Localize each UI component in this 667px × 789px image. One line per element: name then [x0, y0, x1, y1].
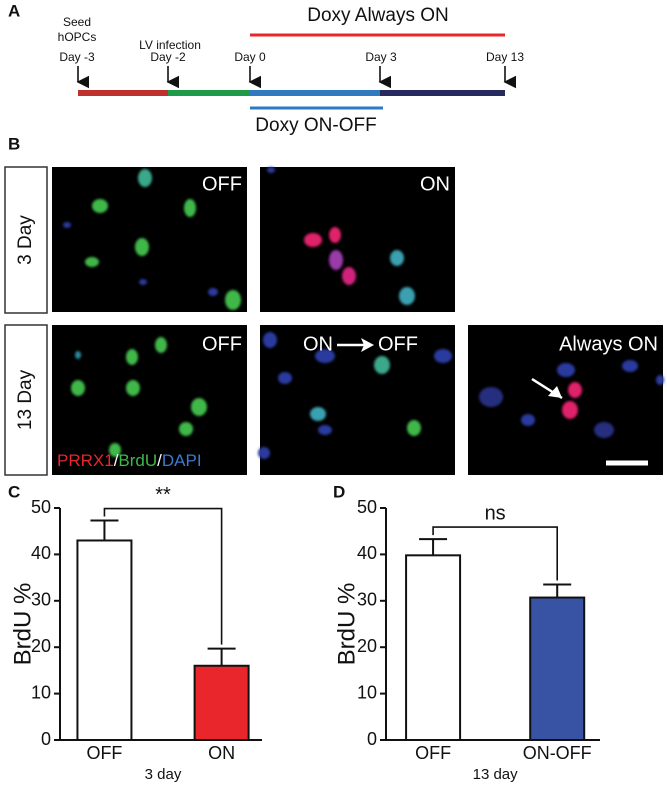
panel-label: B — [8, 134, 20, 153]
row-box — [4, 166, 48, 314]
stain-legend: PRRX1/BrdU/DAPI — [57, 451, 202, 470]
timepoint-arrows — [76, 66, 517, 89]
panel-label: D — [333, 482, 345, 501]
timepoint-label: LV infection — [139, 38, 201, 52]
x-tick-label: ON-OFF — [523, 743, 592, 763]
on-off-label: Doxy ON-OFF — [255, 115, 376, 136]
stain: BrdU — [118, 451, 157, 470]
x-tick-label: OFF — [86, 743, 122, 763]
timepoint-label: Day 13 — [486, 50, 524, 64]
significance: ns — [485, 502, 506, 524]
significance-bracket — [432, 526, 558, 581]
y-tick-label: 0 — [367, 729, 377, 749]
x-axis-label: 3 day — [145, 766, 182, 783]
panel-caption: OFF — [202, 333, 242, 355]
stain-sep: / — [157, 451, 162, 470]
y-tick-label: 50 — [31, 497, 51, 517]
x-axis-label: 13 day — [473, 766, 519, 783]
y-tick-label: 30 — [31, 590, 51, 610]
timepoint-label: Day -2 — [150, 50, 186, 64]
timepoint-label: Seed — [63, 15, 91, 29]
y-tick-label: 20 — [357, 636, 377, 656]
bar — [529, 596, 586, 741]
panel-label: C — [8, 482, 20, 501]
panel-caption: OFF — [378, 333, 418, 355]
y-axis-label: BrdU % — [9, 583, 36, 666]
panel-caption: ON — [420, 173, 450, 195]
y-tick-label: 50 — [357, 497, 377, 517]
y-tick-label: 10 — [357, 682, 377, 702]
x-tick-label: OFF — [415, 743, 451, 763]
y-tick-label: 0 — [41, 729, 51, 749]
y-tick-label: 40 — [31, 543, 51, 563]
panel-caption: ON — [303, 333, 333, 355]
micrographs — [52, 167, 664, 475]
timepoint-label: Day 3 — [365, 50, 397, 64]
y-tick-label: 40 — [357, 543, 377, 563]
row-box — [4, 324, 48, 476]
x-tick-label: ON — [208, 743, 235, 763]
y-tick-label: 20 — [31, 636, 51, 656]
row-label: 3 Day — [15, 215, 36, 265]
significance-bracket — [103, 507, 223, 645]
y-tick-label: 10 — [31, 682, 51, 702]
row-label: 13 Day — [15, 369, 36, 430]
bar — [76, 539, 133, 741]
panel-caption: Always ON — [559, 333, 658, 355]
panel-caption: OFF — [202, 173, 242, 195]
y-axis-label: BrdU % — [333, 583, 360, 666]
panel-label: A — [8, 1, 20, 20]
bar — [193, 664, 250, 742]
bar — [405, 554, 462, 741]
stain: DAPI — [162, 451, 202, 470]
timepoint-label: Day 0 — [234, 50, 266, 64]
timepoint-label: hOPCs — [58, 30, 97, 44]
stain: PRRX1 — [57, 451, 114, 470]
y-tick-label: 30 — [357, 590, 377, 610]
significance: ** — [155, 484, 171, 506]
timepoint-label: Day -3 — [59, 50, 95, 64]
always-on-label: Doxy Always ON — [307, 5, 448, 26]
stain-sep: / — [114, 451, 119, 470]
